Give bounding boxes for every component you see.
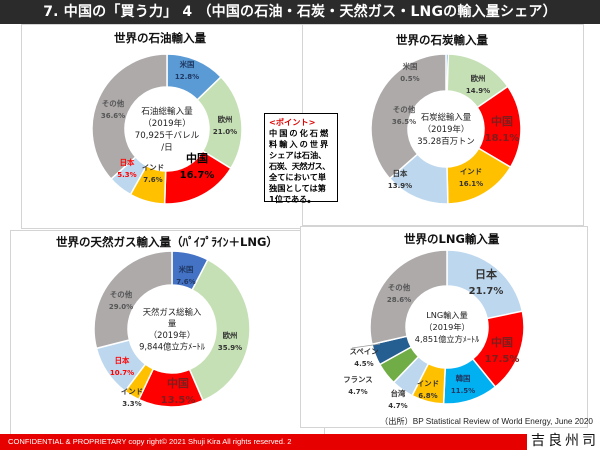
oil-donut-chart: 米国 12.8% 欧州 21.0% 中国 16.7% インド 7.6% 日本 5.3% その他 36.… xyxy=(91,53,243,205)
point-note-heading: <ポイント> xyxy=(269,117,316,127)
center-total-label: LNG輸入量 xyxy=(426,310,468,320)
slice-value-label: 7.6% xyxy=(176,278,195,286)
center-total-label: （2019年） xyxy=(423,124,469,134)
slice-value-label: 17.5% xyxy=(485,354,520,365)
slice-label: 米国 xyxy=(179,60,195,69)
slice-value-label: 4.7% xyxy=(388,402,407,410)
slice-label: その他 xyxy=(102,99,125,108)
slice-label: 日本 xyxy=(115,356,130,365)
center-total-label: 石油総輸入量 xyxy=(141,105,193,117)
slice-label: インド xyxy=(121,387,143,396)
center-total-label: 量 xyxy=(168,318,176,328)
point-note-line: 中国の化石燃 xyxy=(269,128,331,138)
slice-label: インド xyxy=(460,167,482,176)
center-total-label: 35.28百万トン xyxy=(417,136,474,146)
slice-label: 日本 xyxy=(475,267,497,281)
slice-label: 日本 xyxy=(120,158,135,167)
slice-value-label: 6.8% xyxy=(418,392,437,400)
slice-label: 台湾 xyxy=(391,389,406,398)
author-logo: 吉良州司 xyxy=(531,433,599,449)
slice-label: 中国 xyxy=(167,376,189,390)
slice-value-label: 28.6% xyxy=(387,296,411,304)
center-total-label: 9,844億立方ﾒｰﾄﾙ xyxy=(139,341,206,351)
slice-value-label: 18.1% xyxy=(485,133,520,144)
center-total-label: 70,925千バレル xyxy=(135,130,200,141)
slice-label: 韓国 xyxy=(456,374,471,383)
slice-value-label: 11.5% xyxy=(451,387,475,395)
slice-value-label: 10.7% xyxy=(110,369,134,377)
point-note-line: 独国としては第 xyxy=(269,183,326,193)
point-note-box: <ポイント> 中国の化石燃 料輸入の世界 シェアは石油、 石炭、天然ガス、 全て… xyxy=(264,113,338,204)
center-total-label: 4,851億立方ﾒｰﾄﾙ xyxy=(415,334,479,344)
point-note-line: 全てにおいて単 xyxy=(269,172,327,182)
slice-value-label: 0.5% xyxy=(400,75,419,83)
point-note-line: 石炭、天然ガス、 xyxy=(269,161,330,171)
slice-value-label: 3.3% xyxy=(122,400,141,408)
donut-slice-oil xyxy=(91,53,168,181)
slice-label: 中国 xyxy=(491,114,513,128)
slice-value-label: 36.5% xyxy=(392,118,416,126)
coal-donut-chart: 米国 0.5% 欧州 14.9% 中国 18.1% インド 16.1% 日本 13.9% その他 36… xyxy=(370,53,522,205)
slice-value-label: 16.7% xyxy=(180,170,215,181)
lng-donut-chart: 日本 21.7% 中国 17.5% 韓国 11.5% インド 6.8% 台湾 4.7% フランス 4.… xyxy=(343,249,525,410)
center-total-label: （2019年） xyxy=(143,117,191,129)
slice-value-label: 5.3% xyxy=(117,171,136,179)
donut-slice-coal xyxy=(370,53,447,180)
coal-chart-title: 世界の石炭輸入量 xyxy=(396,33,488,47)
center-total-label: 天然ガス総輸入 xyxy=(143,307,202,317)
oil-chart-title: 世界の石油輸入量 xyxy=(114,31,206,45)
footer-copyright: CONFIDENTIAL & PROPRIETARY copy right© 2… xyxy=(8,437,292,446)
slice-value-label: 14.9% xyxy=(466,87,490,95)
source-citation: （出所）BP Statistical Review of World Energ… xyxy=(380,417,593,426)
donut-slice-lng xyxy=(446,249,524,320)
slice-value-label: 29.0% xyxy=(109,303,133,311)
slice-label: 米国 xyxy=(178,265,194,274)
slice-label: 欧州 xyxy=(223,331,238,340)
leader-line xyxy=(351,343,381,349)
donut-slice-lng xyxy=(369,249,448,346)
slide-title: 7. 中国の「買う力」 4 （中国の石油・石炭・天然ガス・LNGの輸入量シェア） xyxy=(0,0,600,24)
slice-label: 中国 xyxy=(491,335,513,349)
slice-value-label: 13.5% xyxy=(161,395,196,406)
gas-donut-chart: 米国 7.6% 欧州 35.9% 中国 13.5% インド 3.3% 日本 10.7% その他 29.… xyxy=(93,250,251,408)
slice-label: インド xyxy=(142,163,164,172)
slice-value-label: 12.8% xyxy=(175,73,199,81)
lng-chart-title: 世界のLNG輸入量 xyxy=(404,232,500,246)
slice-label: その他 xyxy=(388,283,411,292)
slice-value-label: 16.1% xyxy=(459,180,483,188)
slice-value-label: 7.6% xyxy=(143,176,162,184)
point-note-line: 1位である。 xyxy=(269,194,316,204)
slice-value-label: 36.6% xyxy=(101,112,125,120)
slice-value-label: 4.5% xyxy=(354,360,373,368)
slice-label: インド xyxy=(417,379,439,388)
slice-value-label: 13.9% xyxy=(388,182,412,190)
slice-label: その他 xyxy=(393,105,416,114)
slice-value-label: 4.7% xyxy=(348,388,367,396)
center-total-label: /日 xyxy=(161,142,173,153)
slice-value-label: 35.9% xyxy=(218,344,242,352)
slice-value-label: 21.0% xyxy=(213,128,237,136)
slice-label: 中国 xyxy=(186,151,208,165)
slice-label: フランス xyxy=(343,375,372,384)
point-note-line: シェアは石油、 xyxy=(269,150,327,160)
footer-bar: CONFIDENTIAL & PROPRIETARY copy right© 2… xyxy=(0,434,527,450)
slice-value-label: 21.7% xyxy=(469,286,504,297)
slice-label: 欧州 xyxy=(471,74,486,83)
point-note-line: 料輸入の世界 xyxy=(269,139,331,149)
slice-label: 日本 xyxy=(393,169,408,178)
donut-slice-gas xyxy=(93,250,173,350)
slice-label: 米国 xyxy=(402,62,418,71)
slice-label: スペイン xyxy=(349,347,378,356)
gas-chart-title: 世界の天然ガス輸入量（ﾊﾟｲﾌﾟﾗｲﾝ＋LNG） xyxy=(56,235,278,249)
center-total-label: 石炭総輸入量 xyxy=(421,112,471,122)
slice-label: その他 xyxy=(110,290,133,299)
center-total-label: （2019年） xyxy=(149,330,195,340)
center-total-label: （2019年） xyxy=(424,322,469,332)
donut-slice-gas xyxy=(188,258,251,402)
slice-label: 欧州 xyxy=(218,115,233,124)
